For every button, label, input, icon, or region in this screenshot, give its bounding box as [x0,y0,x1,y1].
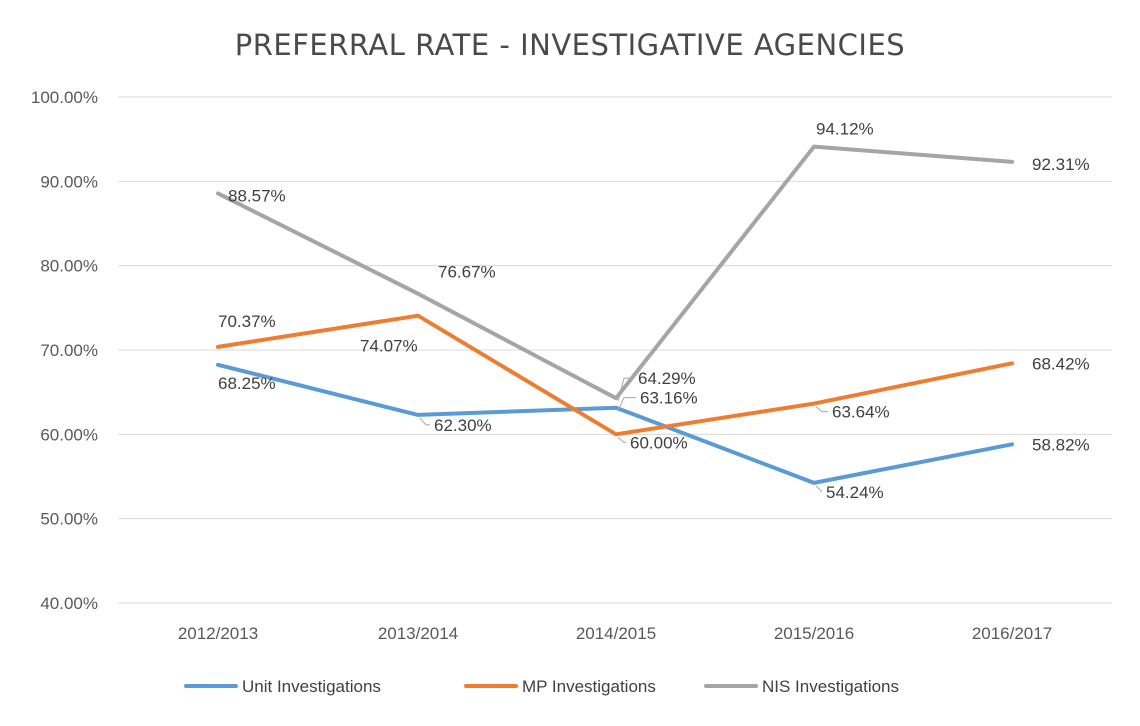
label-leader-line [815,485,823,493]
y-tick-label: 70.00% [40,341,98,360]
legend-item-unit-investigations: Unit Investigations [184,677,381,696]
data-label-nis-investigations: 94.12% [816,120,874,139]
chart-title: PREFERRAL RATE - INVESTIGATIVE AGENCIES [235,28,905,62]
label-leader-line [815,406,828,413]
label-leader-line [617,377,634,402]
data-label-nis-investigations: 64.29% [638,369,696,388]
data-labels: 68.25% 62.30% 63.16% 54.24% 58.82% 70.37% 74.0… [218,120,1090,502]
gridlines [118,96,1112,604]
data-label-unit-investigations: 54.24% [826,483,884,502]
x-tick-label: 2014/2015 [576,624,656,643]
x-tick-label: 2016/2017 [972,624,1052,643]
label-leader-line [419,417,430,426]
data-label-nis-investigations: 92.31% [1032,155,1090,174]
y-tick-label: 60.00% [40,425,98,444]
data-label-nis-investigations: 88.57% [228,186,286,205]
data-label-unit-investigations: 58.82% [1032,435,1090,454]
y-tick-label: 80.00% [40,257,98,276]
data-label-mp-investigations: 63.64% [832,403,890,422]
data-label-unit-investigations: 63.16% [640,389,698,408]
y-tick-label: 40.00% [40,594,98,613]
data-label-nis-investigations: 76.67% [438,263,496,282]
y-tick-label: 90.00% [40,172,98,191]
data-label-mp-investigations: 70.37% [218,312,276,331]
legend-item-nis-investigations: NIS Investigations [704,677,899,696]
y-tick-label: 100.00% [31,88,98,107]
data-label-mp-investigations: 74.07% [360,337,418,356]
x-axis-ticks: 2012/2013 2013/2014 2014/2015 2015/2016 2016… [178,624,1052,643]
y-axis-ticks: 100.00% 90.00% 80.00% 70.00% 60.00% 50.00% 40.… [31,88,98,613]
series-line-nis-investigations [216,144,1014,401]
data-label-unit-investigations: 62.30% [434,416,492,435]
data-label-unit-investigations: 68.25% [218,374,276,393]
data-label-mp-investigations: 60.00% [630,433,688,452]
series-line-unit-investigations [216,362,1014,485]
label-leader-line [617,436,626,443]
legend-label: Unit Investigations [242,677,381,696]
data-label-mp-investigations: 68.42% [1032,354,1090,373]
label-leader-line [617,397,636,411]
legend-label: NIS Investigations [762,677,899,696]
series-line-mp-investigations [216,313,1014,437]
x-tick-label: 2015/2016 [774,624,854,643]
series-lines [216,144,1014,485]
legend-label: MP Investigations [522,677,656,696]
legend-item-mp-investigations: MP Investigations [464,677,656,696]
x-tick-label: 2013/2014 [378,624,458,643]
y-tick-label: 50.00% [40,510,98,529]
legend: Unit Investigations MP Investigations NIS … [184,677,899,696]
x-tick-label: 2012/2013 [178,624,258,643]
